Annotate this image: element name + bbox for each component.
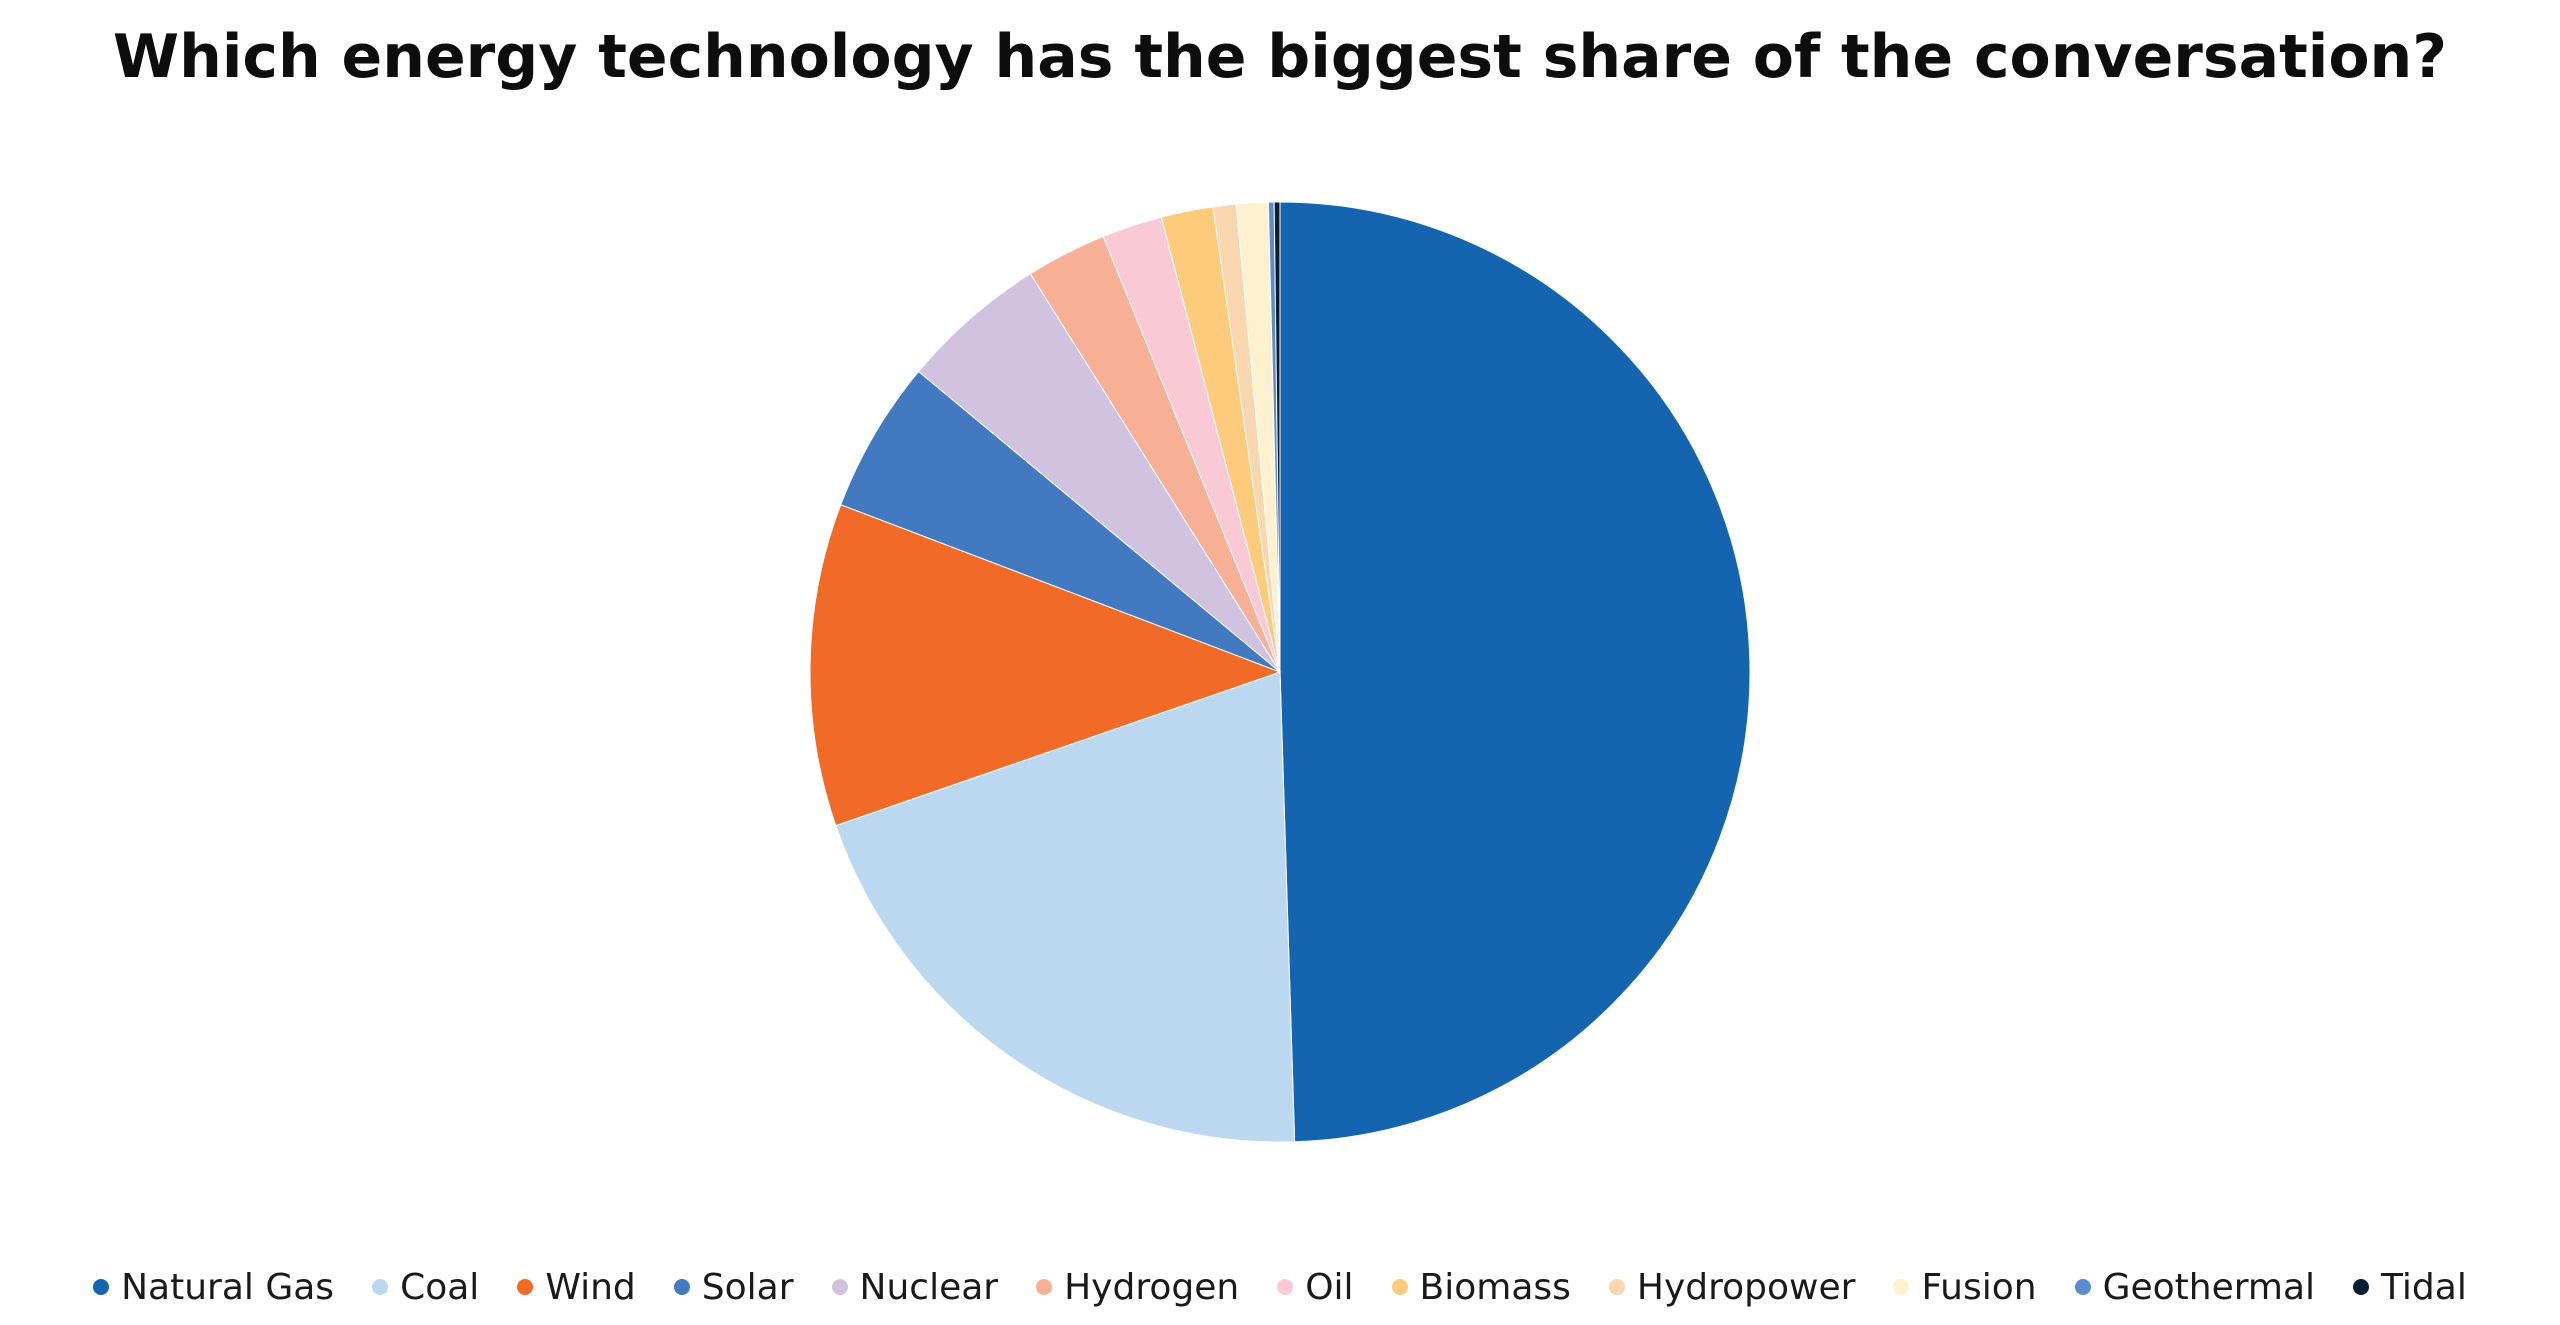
pie-slices (809, 201, 1751, 1143)
legend-item-geothermal: Geothermal (2074, 1266, 2316, 1308)
pie-slice-coal (835, 671, 1296, 1143)
legend-swatch (2353, 1279, 2370, 1295)
legend-label: Oil (1305, 1266, 1354, 1308)
pie-slice-wind (809, 504, 1282, 827)
legend-item-coal: Coal (372, 1267, 479, 1308)
legend-swatch (1036, 1279, 1053, 1295)
legend-item-natural-gas: Natural Gas (93, 1267, 334, 1308)
legend-swatch (372, 1279, 389, 1295)
legend-label: Coal (400, 1266, 480, 1308)
legend-item-fusion: Fusion (1893, 1266, 2037, 1308)
legend-swatch (1893, 1279, 1910, 1295)
legend-swatch (673, 1279, 690, 1295)
legend-label: Biomass (1419, 1266, 1571, 1308)
legend-label: Tidal (2381, 1266, 2467, 1308)
legend-item-wind: Wind (517, 1266, 636, 1308)
pie-slice-natural-gas (1279, 201, 1751, 1143)
legend-swatch (2074, 1279, 2091, 1295)
legend-label: Nuclear (859, 1266, 999, 1308)
legend-item-hydropower: Hydropower (1608, 1266, 1856, 1308)
legend-item-hydrogen: Hydrogen (1036, 1267, 1239, 1308)
legend-swatch (831, 1279, 848, 1295)
pie-slice-solar (840, 370, 1281, 673)
legend-swatch (1277, 1279, 1294, 1295)
legend-label: Hydrogen (1064, 1266, 1240, 1308)
legend-label: Wind (545, 1266, 636, 1308)
chart-title: Which energy technology has the biggest … (112, 22, 2448, 92)
legend-item-tidal: Tidal (2353, 1267, 2467, 1308)
legend-label: Hydropower (1636, 1266, 1856, 1308)
legend-item-biomass: Biomass (1391, 1266, 1571, 1308)
legend-item-oil: Oil (1277, 1266, 1354, 1308)
pie-slice-tidal (1273, 201, 1281, 673)
legend-swatch (93, 1279, 110, 1295)
pie-slice-nuclear (917, 273, 1281, 673)
legend-swatch (1391, 1279, 1408, 1295)
legend-label: Geothermal (2102, 1266, 2316, 1308)
legend-label: Solar (701, 1266, 794, 1308)
chart-legend: Natural Gas Coal Wind Solar Nuclear Hydrogen O… (0, 1262, 2560, 1312)
legend-item-nuclear: Nuclear (831, 1266, 999, 1308)
legend-label: Fusion (1921, 1266, 2037, 1308)
legend-item-solar: Solar (673, 1266, 794, 1308)
legend-label: Natural Gas (121, 1266, 335, 1308)
legend-swatch (517, 1279, 534, 1295)
legend-swatch (1608, 1279, 1625, 1295)
